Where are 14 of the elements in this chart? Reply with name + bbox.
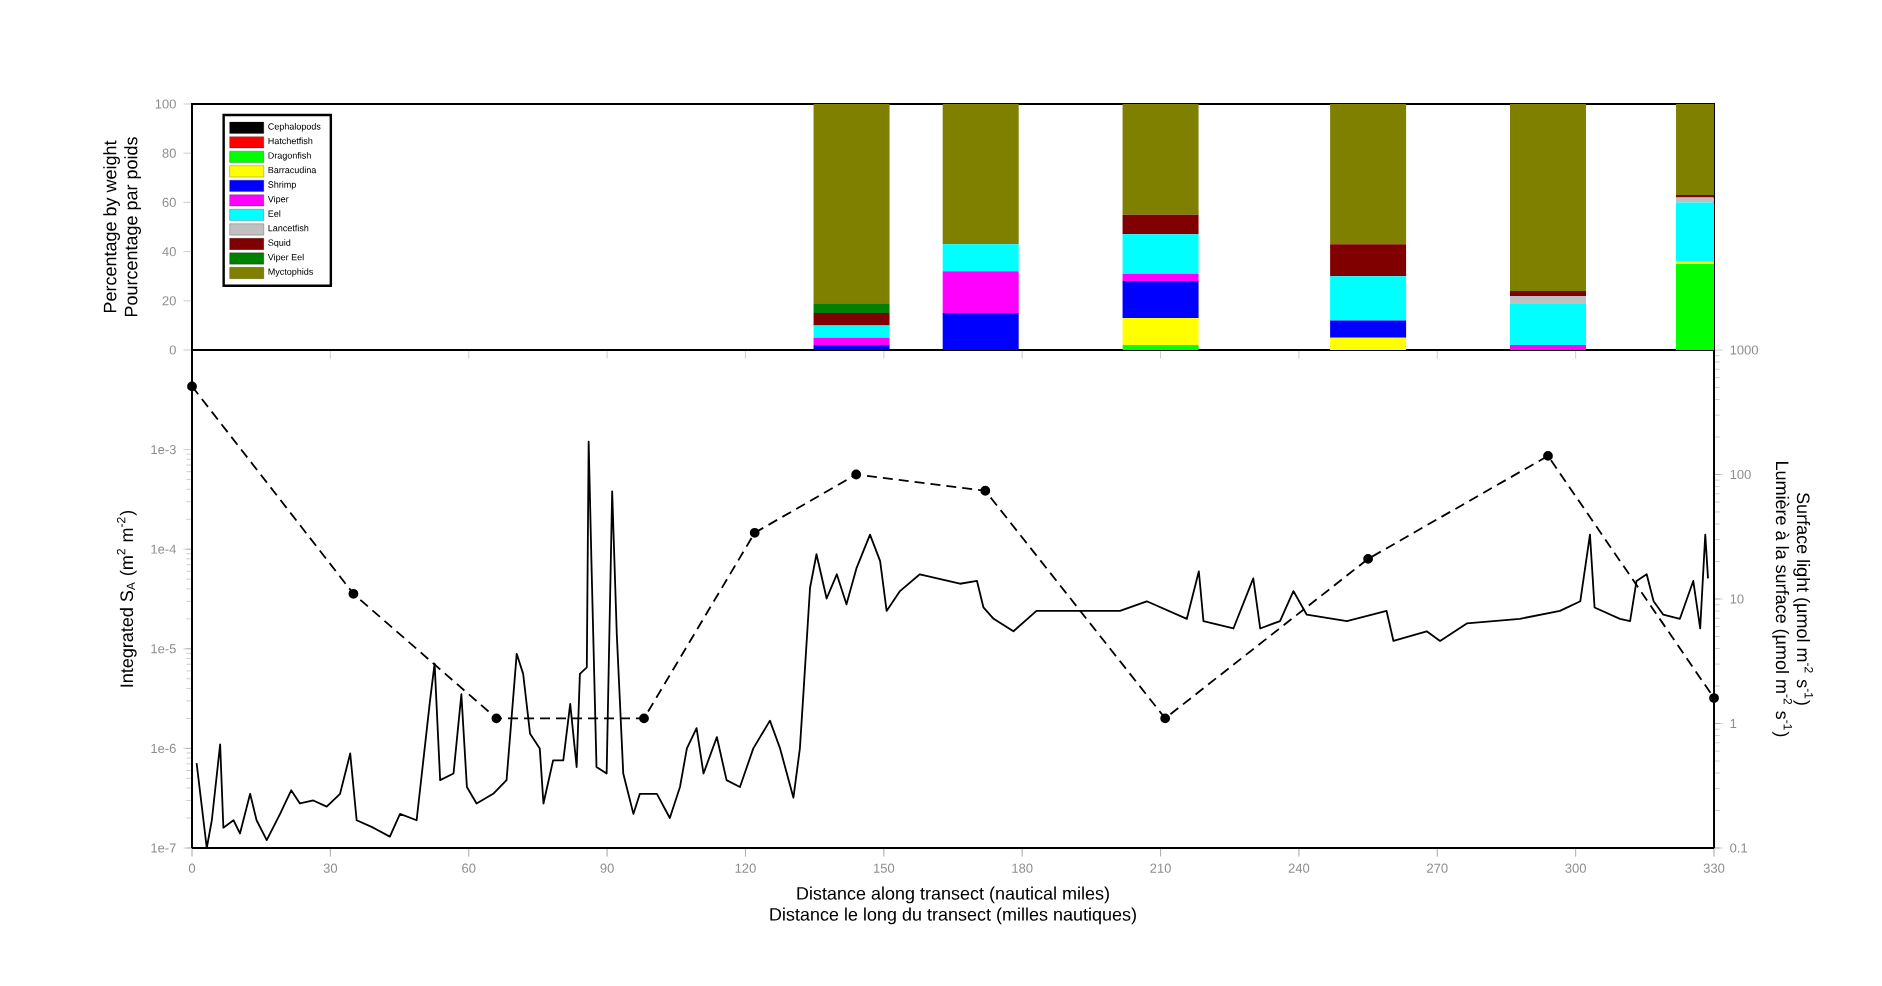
point: [348, 588, 359, 599]
point: [639, 713, 649, 724]
point: [851, 469, 862, 480]
point: [1160, 713, 1171, 724]
x-axis-title: Distance along transect (nautical miles) Distance le long du transect (milles nautiques): [770, 886, 1136, 925]
y-axis-title: Integrated S$_{A}$ (m$^{2}$ m$^{-2}$): [116, 510, 137, 687]
point: [187, 381, 197, 392]
point: [980, 485, 991, 496]
y-axis-title: Percentage by weight Pourcentage par poids: [103, 137, 141, 317]
point: [1709, 693, 1719, 703]
point: [749, 527, 760, 538]
point: [1363, 553, 1374, 564]
point: [1543, 451, 1553, 461]
point: [491, 713, 502, 724]
